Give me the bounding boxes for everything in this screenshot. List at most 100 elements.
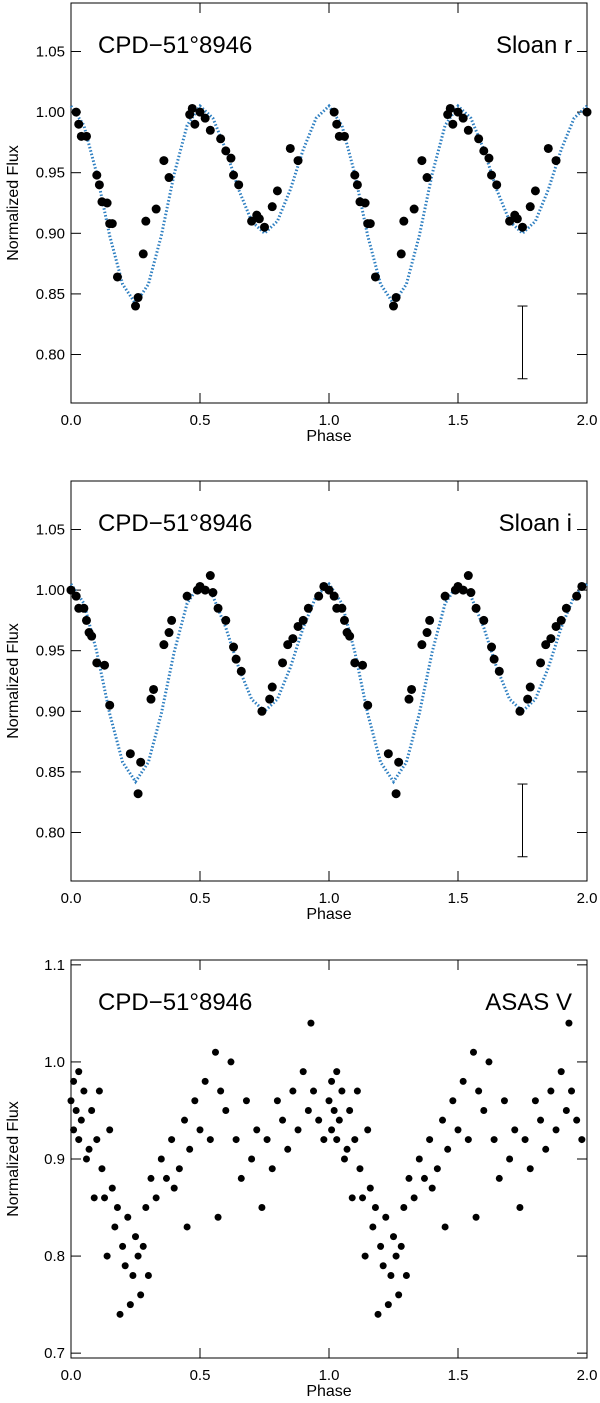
data-point bbox=[133, 789, 143, 799]
data-point bbox=[389, 301, 398, 311]
data-point bbox=[394, 757, 404, 767]
data-point bbox=[216, 134, 226, 144]
data-point bbox=[66, 585, 76, 595]
data-point bbox=[348, 1194, 356, 1202]
data-point bbox=[268, 1165, 276, 1173]
data-point bbox=[417, 640, 427, 650]
data-point bbox=[254, 214, 264, 224]
data-point bbox=[310, 1087, 318, 1095]
data-point bbox=[405, 1174, 413, 1182]
data-point bbox=[195, 107, 205, 117]
data-point bbox=[71, 591, 81, 601]
data-point bbox=[236, 666, 246, 676]
data-point bbox=[557, 1068, 565, 1076]
data-point bbox=[463, 125, 473, 135]
data-point bbox=[267, 682, 277, 692]
data-point bbox=[71, 107, 81, 117]
data-point bbox=[551, 621, 561, 631]
data-point bbox=[337, 603, 347, 613]
data-point bbox=[164, 628, 174, 638]
data-point bbox=[146, 694, 156, 704]
data-point bbox=[463, 571, 473, 581]
x-tick-label: 2.0 bbox=[577, 412, 598, 429]
data-point bbox=[293, 156, 303, 166]
data-point bbox=[485, 1058, 493, 1066]
data-point bbox=[523, 694, 533, 704]
x-tick-label: 1.5 bbox=[448, 412, 469, 429]
x-tick-label: 0.0 bbox=[61, 1367, 82, 1384]
data-point bbox=[260, 222, 269, 232]
y-tick-label: 1.00 bbox=[36, 104, 65, 121]
data-point bbox=[196, 1126, 204, 1134]
data-point bbox=[293, 621, 303, 631]
data-point bbox=[426, 1136, 434, 1144]
data-point bbox=[253, 1126, 261, 1134]
data-point bbox=[159, 640, 169, 650]
data-point bbox=[237, 1174, 245, 1182]
x-tick-label: 1.0 bbox=[319, 412, 340, 429]
data-point bbox=[75, 1136, 83, 1144]
data-point bbox=[248, 1155, 256, 1163]
data-point bbox=[490, 1136, 498, 1144]
data-point bbox=[390, 1233, 397, 1241]
data-point bbox=[106, 1126, 114, 1134]
data-point bbox=[561, 603, 571, 613]
data-point bbox=[361, 1252, 369, 1260]
data-point bbox=[72, 1106, 80, 1114]
data-point bbox=[358, 660, 368, 670]
data-point bbox=[205, 125, 215, 135]
data-point bbox=[577, 581, 587, 591]
data-point bbox=[518, 222, 527, 232]
data-point bbox=[384, 1301, 392, 1309]
data-point bbox=[221, 146, 231, 156]
data-point bbox=[339, 131, 349, 141]
data-point bbox=[170, 1184, 178, 1192]
data-point bbox=[516, 1204, 524, 1212]
data-point bbox=[133, 293, 143, 303]
data-point bbox=[81, 131, 91, 141]
data-point bbox=[484, 153, 494, 163]
data-point bbox=[444, 1145, 452, 1153]
data-point bbox=[162, 1174, 170, 1182]
data-point bbox=[206, 1136, 214, 1144]
data-point bbox=[350, 658, 360, 668]
data-point bbox=[556, 615, 566, 625]
data-point bbox=[480, 1106, 488, 1114]
model-curve bbox=[69, 103, 589, 307]
data-point bbox=[265, 694, 275, 704]
x-tick-label: 0.5 bbox=[190, 1367, 211, 1384]
data-point bbox=[487, 642, 497, 652]
data-point bbox=[217, 1087, 225, 1095]
data-point bbox=[200, 113, 210, 123]
data-point bbox=[404, 694, 414, 704]
data-point bbox=[108, 1184, 116, 1192]
model-curve bbox=[69, 581, 589, 785]
data-point bbox=[552, 1126, 560, 1134]
data-point bbox=[139, 1242, 147, 1250]
data-point bbox=[190, 119, 200, 129]
y-tick-label: 1.0 bbox=[44, 1054, 65, 1071]
y-tick-label: 0.85 bbox=[36, 764, 65, 781]
data-point bbox=[137, 1291, 145, 1299]
data-point bbox=[294, 1126, 302, 1134]
data-point bbox=[374, 1310, 382, 1318]
data-point bbox=[441, 1223, 449, 1231]
data-point bbox=[573, 1116, 581, 1124]
data-point bbox=[440, 591, 450, 601]
data-point bbox=[464, 1136, 472, 1144]
data-point bbox=[299, 1068, 307, 1076]
data-point bbox=[365, 219, 375, 229]
y-tick-label: 0.9 bbox=[44, 1151, 65, 1168]
data-point bbox=[213, 603, 223, 613]
data-point bbox=[402, 1271, 410, 1279]
data-point bbox=[364, 1126, 372, 1134]
data-point bbox=[471, 603, 481, 613]
data-point bbox=[366, 1184, 374, 1192]
data-point bbox=[205, 571, 215, 581]
data-point bbox=[379, 1262, 387, 1270]
data-point bbox=[492, 180, 502, 190]
data-point bbox=[474, 134, 484, 144]
data-point bbox=[119, 1242, 127, 1250]
x-tick-label: 0.5 bbox=[190, 890, 211, 907]
